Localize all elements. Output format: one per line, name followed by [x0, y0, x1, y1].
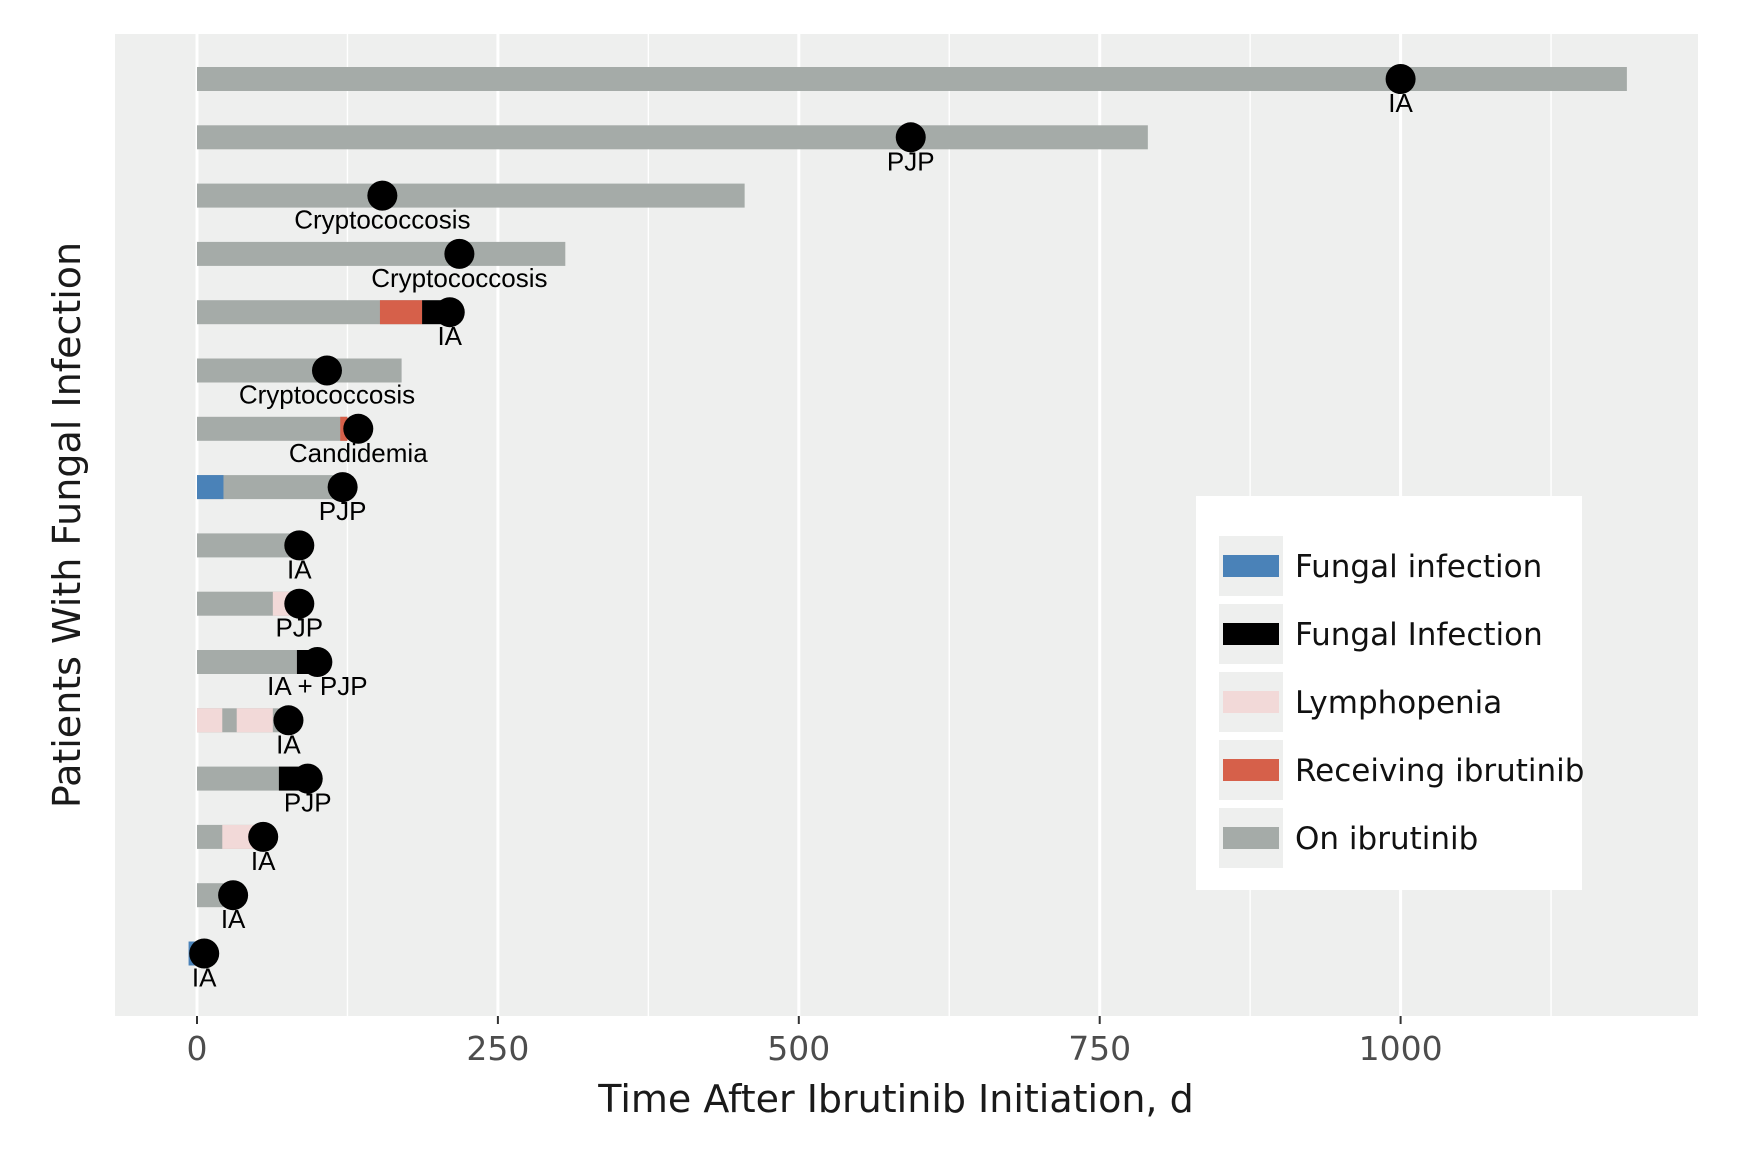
x-tick-label: 500	[767, 1029, 830, 1068]
legend-label: Lymphopenia	[1295, 685, 1502, 721]
infection-event-dot	[189, 938, 220, 969]
infection-event-dot	[284, 530, 315, 561]
legend-item: Lymphopenia	[1219, 672, 1502, 732]
infection-event-dot	[311, 355, 342, 386]
y-axis-title: Patients With Fungal Infection	[45, 242, 89, 808]
infection-event-dot	[292, 763, 323, 794]
patient-row: IA	[197, 880, 249, 934]
patient-row: IA + PJP	[197, 647, 368, 701]
legend-label: Receiving ibrutinib	[1295, 753, 1584, 789]
legend-item: Receiving ibrutinib	[1219, 740, 1584, 800]
legend-label: On ibrutinib	[1295, 821, 1478, 857]
patient-row: Cryptococcosis	[197, 180, 745, 235]
x-tick-label: 1000	[1359, 1029, 1443, 1068]
on-ibrutinib-bar	[197, 125, 1148, 150]
x-axis-title: Time After Ibrutinib Initiation, d	[597, 1077, 1193, 1121]
infection-event-label: IA	[437, 321, 462, 351]
legend: Fungal infection Fungal Infection Lymphope…	[1196, 496, 1584, 890]
x-tick-label: 0	[187, 1029, 208, 1068]
on-ibrutinib-bar	[197, 358, 402, 383]
infection-event-label: IA	[287, 554, 312, 584]
receiving-ibrutinib-segment	[379, 300, 423, 325]
legend-dot	[1240, 555, 1262, 577]
on-ibrutinib-bar	[197, 416, 348, 441]
patient-row: IA	[197, 64, 1627, 118]
infection-event-dot	[218, 880, 249, 911]
infection-event-dot	[434, 297, 465, 328]
infection-event-dot	[343, 413, 374, 444]
legend-item: Fungal Infection	[1219, 604, 1543, 664]
legend-dot	[1240, 827, 1262, 849]
legend-dot	[1240, 759, 1262, 781]
infection-event-label: IA	[192, 963, 217, 993]
infection-event-label: PJP	[284, 788, 332, 818]
infection-event-dot	[1385, 64, 1416, 94]
infection-event-label: Cryptococcosis	[294, 205, 470, 235]
patient-row: IA	[197, 297, 465, 351]
lymphopenia-segment	[236, 708, 273, 733]
on-ibrutinib-bar	[197, 241, 566, 266]
x-axis-ticks: 0 250 500 750 1000	[187, 1016, 1443, 1068]
legend-label: Fungal Infection	[1295, 617, 1543, 653]
patient-row: PJP	[197, 763, 332, 818]
infection-event-dot	[248, 821, 279, 852]
patient-row: IA	[197, 821, 279, 876]
lymphopenia-segment	[197, 708, 223, 733]
infection-event-label: PJP	[319, 496, 367, 526]
patient-row: PJP	[197, 472, 366, 526]
infection-event-label: Cryptococcosis	[239, 380, 415, 410]
infection-event-dot	[273, 705, 304, 736]
on-ibrutinib-bar	[197, 183, 745, 208]
on-ibrutinib-bar	[197, 650, 297, 674]
on-ibrutinib-bar	[197, 533, 299, 558]
legend-dot	[1240, 623, 1262, 645]
legend-dot	[1240, 691, 1262, 713]
legend-item: On ibrutinib	[1219, 808, 1478, 868]
patient-bars: IAPJPCryptococcosisCryptococcosisIACrypt…	[188, 64, 1627, 993]
patient-row: PJP	[197, 122, 1148, 176]
patient-row: IA	[188, 938, 220, 993]
infection-event-dot	[367, 180, 398, 211]
legend-item: Fungal infection	[1219, 536, 1542, 596]
infection-event-dot	[284, 588, 315, 619]
infection-event-dot	[895, 122, 926, 153]
patient-row: IA	[197, 705, 304, 759]
infection-event-label: IA	[1388, 88, 1413, 118]
infection-event-label: Cryptococcosis	[371, 263, 547, 293]
infection-event-dot	[444, 238, 475, 269]
fungal-infection-before-segment	[197, 475, 224, 500]
infection-event-label: IA	[276, 729, 301, 759]
legend-label: Fungal infection	[1295, 549, 1542, 585]
infection-event-dot	[302, 647, 333, 677]
patient-row: PJP	[197, 588, 323, 643]
infection-event-label: PJP	[887, 146, 935, 176]
patient-row: Candidemia	[197, 413, 428, 468]
on-ibrutinib-bar	[197, 766, 279, 791]
patient-row: Cryptococcosis	[197, 238, 566, 293]
x-tick-label: 250	[466, 1029, 529, 1068]
x-tick-label: 750	[1068, 1029, 1131, 1068]
patient-row: IA	[197, 530, 315, 584]
infection-event-label: IA	[251, 846, 276, 876]
infection-event-label: IA + PJP	[267, 671, 367, 701]
infection-event-label: IA	[221, 904, 246, 934]
infection-event-label: Candidemia	[289, 438, 428, 468]
infection-event-dot	[327, 472, 358, 503]
infection-event-label: PJP	[275, 613, 323, 643]
patient-row: Cryptococcosis	[197, 355, 415, 410]
